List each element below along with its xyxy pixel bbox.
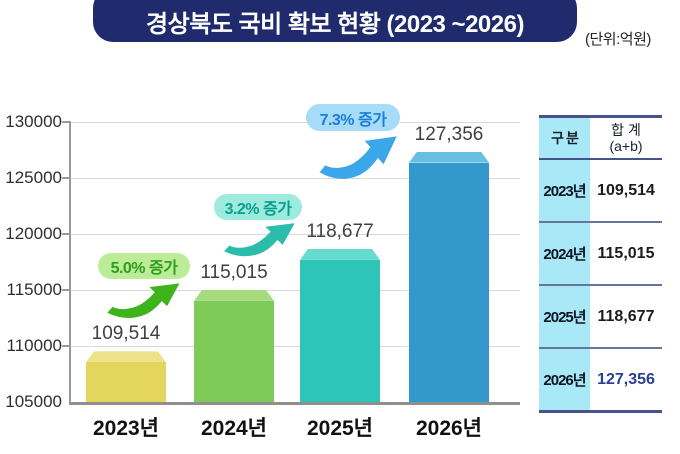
bar-value-2025: 118,677 <box>306 220 374 242</box>
bar-cap-2024 <box>194 289 274 301</box>
y-axis-tick-120000: 120000 <box>5 224 62 243</box>
increase-badge-2024: 5.0% 증가 <box>98 253 190 319</box>
table-year: 2025년 <box>539 286 590 347</box>
bar-2023: 109,514 <box>86 323 166 402</box>
increase-badge-2025: 3.2% 증가 <box>214 194 302 257</box>
bar-cap-2025 <box>300 248 380 260</box>
bar-body-2025 <box>300 259 380 402</box>
bar-chart-plot-area: 109,514 115,015 118,677 127,356 2023년 20… <box>62 121 520 440</box>
y-tick-mark <box>62 289 71 291</box>
y-tick-mark <box>62 345 71 347</box>
table-value: 118,677 <box>597 307 655 325</box>
bar-cap-2023 <box>86 351 166 363</box>
bar-body-2026 <box>409 162 489 402</box>
table-value: 109,514 <box>597 181 655 199</box>
bar-value-2024: 115,015 <box>200 261 268 283</box>
y-axis-tick-125000: 125000 <box>5 168 62 187</box>
increase-badge-label: 5.0% 증가 <box>98 253 190 279</box>
increase-arrow-icon <box>107 283 180 319</box>
bar-value-2023: 109,514 <box>91 323 161 345</box>
increase-badge-2026: 7.3% 증가 <box>306 104 400 179</box>
y-axis-tick-115000: 115000 <box>6 280 62 299</box>
y-axis-tick-130000: 130000 <box>5 112 62 131</box>
table-value: 115,015 <box>597 244 655 262</box>
table-header-row: 구 분 합 계 (a+b) <box>539 118 662 160</box>
page-title: 경상북도 국비 확보 현황 (2023 ~2026) <box>146 10 524 38</box>
summary-table: 구 분 합 계 (a+b) 2023년 109,514 2024년 115,01… <box>539 115 662 413</box>
table-row-2025: 2025년 118,677 <box>539 286 662 349</box>
x-axis-label-2025: 2025년 <box>306 417 374 440</box>
y-tick-mark <box>62 121 71 123</box>
bar-value-2026: 127,356 <box>414 123 484 145</box>
y-axis-tick-105000: 105000 <box>5 392 62 411</box>
title-banner: 경상북도 국비 확보 현황 (2023 ~2026) <box>93 0 577 42</box>
bar-2025: 118,677 <box>300 221 380 402</box>
table-year: 2026년 <box>539 349 590 410</box>
table-row-2023: 2023년 109,514 <box>539 160 662 223</box>
x-axis-label-2026: 2026년 <box>415 417 483 440</box>
bar-body-2023 <box>86 362 166 402</box>
table-row-2024: 2024년 115,015 <box>539 223 662 286</box>
table-header-total: 합 계 (a+b) <box>590 118 662 158</box>
table-year: 2023년 <box>539 160 590 221</box>
bar-2024: 115,015 <box>194 262 274 402</box>
table-header-total-line2: (a+b) <box>609 138 643 154</box>
table-year: 2024년 <box>539 223 590 284</box>
increase-badge-label: 3.2% 증가 <box>214 194 302 220</box>
y-axis-tick-110000: 110000 <box>6 336 62 355</box>
bar-body-2024 <box>194 300 274 402</box>
table-header-category: 구 분 <box>539 118 590 158</box>
increase-arrow-icon <box>319 136 397 179</box>
y-tick-mark <box>62 233 71 235</box>
bar-2026: 127,356 <box>409 124 489 402</box>
bar-cap-2026 <box>409 151 489 163</box>
increase-arrow-icon <box>224 223 295 257</box>
table-row-2026: 2026년 127,356 <box>539 349 662 410</box>
unit-label: (단위:억원) <box>585 31 651 48</box>
x-axis-label-2024: 2024년 <box>200 417 268 440</box>
table-header-total-line1: 합 계 <box>611 121 641 138</box>
y-tick-mark <box>62 177 71 179</box>
x-axis-label-2023: 2023년 <box>92 417 160 440</box>
increase-badge-label: 7.3% 증가 <box>306 104 400 131</box>
table-value: 127,356 <box>597 370 655 388</box>
